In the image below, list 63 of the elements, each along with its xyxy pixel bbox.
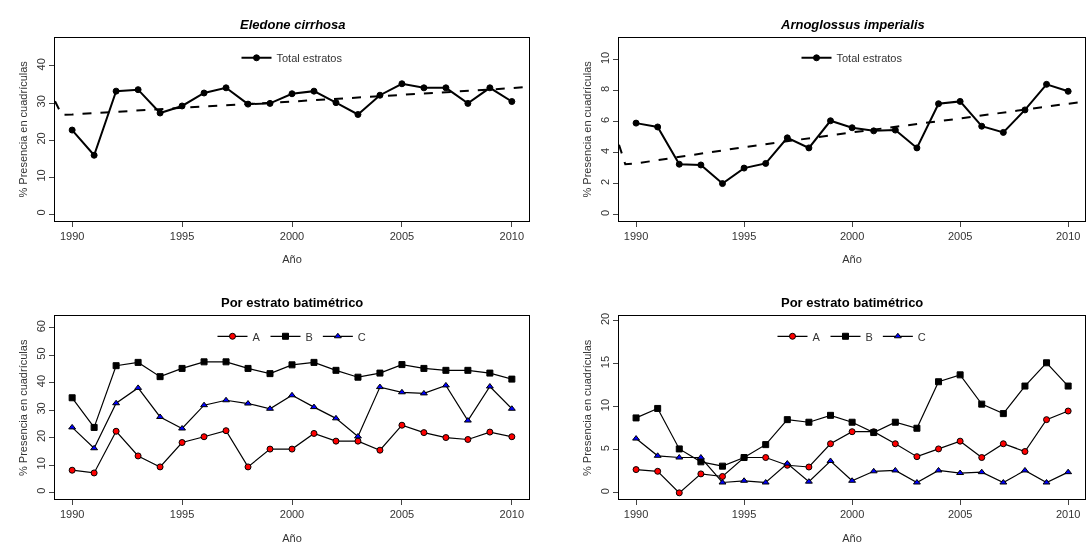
x-tick-label: 1990 (623, 230, 649, 243)
x-tick-label: 1995 (169, 230, 195, 243)
x-tick-label: 1990 (59, 508, 85, 521)
legend-label: B (865, 330, 873, 343)
y-tick-label: 40 (34, 58, 47, 71)
legend-label: A (812, 330, 821, 343)
x-tick-label: 2010 (499, 230, 525, 243)
y-tick-label: 4 (598, 147, 611, 154)
y-tick-label: 10 (598, 51, 611, 64)
x-tick-label: 2000 (839, 508, 865, 521)
y-tick-label: 60 (34, 320, 47, 333)
y-tick-label: 20 (598, 312, 611, 326)
y-tick-label: 0 (598, 209, 611, 217)
y-tick-label: 10 (34, 457, 47, 470)
y-tick-label: 5 (598, 445, 611, 452)
legend-label: C (917, 330, 926, 343)
y-tick-label: 10 (598, 398, 611, 412)
chart-title: Eledone cirrhosa (240, 17, 346, 32)
legend-label: Total estratos (276, 52, 343, 65)
x-tick-label: 1995 (169, 508, 195, 521)
x-tick-label: 2000 (279, 230, 305, 243)
y-tick-label: 30 (34, 402, 47, 415)
x-tick-label: 2010 (1055, 508, 1081, 521)
legend-label: B (305, 330, 313, 343)
y-tick-label: 0 (34, 209, 47, 216)
x-tick-label: 1995 (731, 508, 757, 521)
x-axis-title: Año (282, 531, 302, 544)
legend-label: Total estratos (836, 52, 903, 65)
x-tick-label: 1995 (731, 230, 757, 243)
x-tick-label: 2005 (947, 230, 973, 243)
x-axis-title: Año (282, 253, 302, 266)
y-tick-label: 10 (34, 169, 47, 182)
x-tick-label: 2000 (279, 508, 305, 521)
legend-label: A (252, 330, 261, 343)
y-tick-label: 6 (598, 116, 611, 123)
y-tick-label: 8 (598, 85, 611, 92)
x-tick-label: 1990 (623, 508, 649, 521)
x-axis-title: Año (842, 253, 862, 266)
y-tick-label: 0 (34, 487, 47, 494)
x-tick-label: 2010 (499, 508, 525, 521)
y-tick-label: 2 (598, 178, 611, 185)
y-axis-title: % Presencia en cuadrículas (17, 339, 30, 476)
chart-title: Por estrato batimétrico (221, 295, 364, 310)
y-tick-label: 0 (598, 488, 611, 495)
y-tick-label: 50 (34, 347, 47, 360)
chart-title: Arnoglossus imperialis (780, 17, 925, 32)
y-axis-title: % Presencia en cuadrículas (17, 60, 30, 198)
x-tick-label: 2005 (389, 230, 415, 243)
y-tick-label: 15 (598, 355, 611, 369)
y-tick-label: 40 (34, 374, 47, 388)
x-tick-label: 2000 (839, 230, 865, 243)
y-axis-title: % Presencia en cuadrículas (581, 339, 594, 476)
y-tick-label: 30 (34, 95, 47, 108)
x-tick-label: 1990 (59, 230, 85, 243)
y-axis-title: % Presencia en cuadrículas (581, 60, 594, 198)
y-tick-label: 20 (34, 429, 47, 443)
chart-title: Por estrato batimétrico (781, 295, 924, 310)
x-tick-label: 2005 (947, 508, 973, 521)
legend-label: C (357, 330, 366, 343)
x-axis-title: Año (842, 531, 862, 544)
x-tick-label: 2010 (1055, 230, 1081, 243)
y-tick-label: 20 (34, 132, 47, 145)
x-tick-label: 2005 (389, 508, 415, 521)
